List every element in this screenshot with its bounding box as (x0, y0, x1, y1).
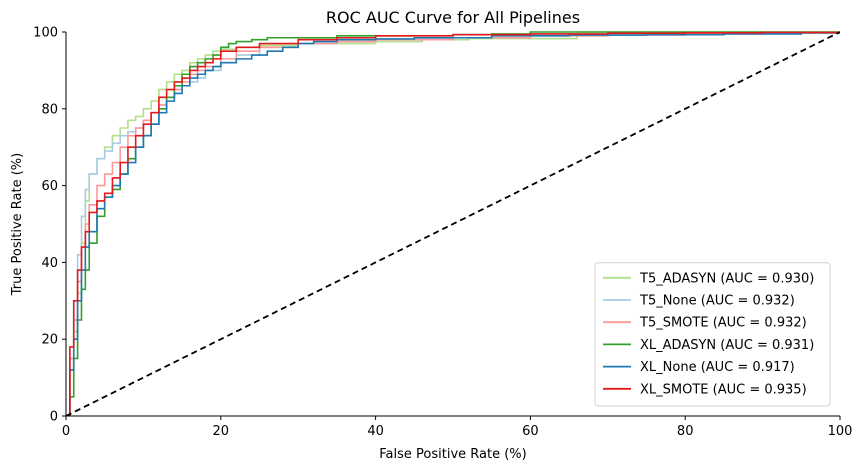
y-tick-label-1: 20 (41, 333, 58, 348)
legend-label-0: T5_ADASYN (AUC = 0.930) (639, 271, 814, 286)
legend: T5_ADASYN (AUC = 0.930) T5_None (AUC = 0.… (594, 262, 831, 407)
x-tick-label-2: 40 (367, 424, 384, 439)
legend-label-1: T5_None (AUC = 0.932) (639, 294, 795, 309)
x-tick-label-4: 80 (677, 424, 694, 439)
y-tick-label-3: 60 (41, 179, 58, 194)
y-tick-label-0: 0 (50, 410, 58, 425)
y-tick-label-5: 100 (33, 26, 58, 41)
x-tick-label-5: 100 (828, 424, 853, 439)
x-axis-label: False Positive Rate (%) (379, 447, 526, 462)
legend-label-2: T5_SMOTE (AUC = 0.932) (639, 316, 807, 331)
x-tick-label-1: 20 (213, 424, 230, 439)
series-layer (66, 31, 840, 416)
series-group (66, 31, 840, 416)
legend-label-4: XL_None (AUC = 0.917) (640, 360, 795, 375)
series-line-5 (66, 31, 840, 416)
x-tick-label-3: 60 (522, 424, 539, 439)
legend-label-3: XL_ADASYN (AUC = 0.931) (640, 338, 814, 353)
y-tick-label-4: 80 (41, 102, 58, 117)
axes-layer: 0 20 40 60 80 100 0 20 40 60 80 100 (33, 26, 852, 440)
diagonal-line (66, 31, 840, 416)
y-tick-label-2: 40 (41, 256, 58, 271)
legend-box (594, 262, 831, 407)
legend-label-5: XL_SMOTE (AUC = 0.935) (640, 382, 807, 397)
x-tick-label-0: 0 (62, 424, 70, 439)
y-axis-label: True Positive Rate (%) (10, 153, 25, 296)
chart-title: ROC AUC Curve for All Pipelines (326, 8, 580, 27)
